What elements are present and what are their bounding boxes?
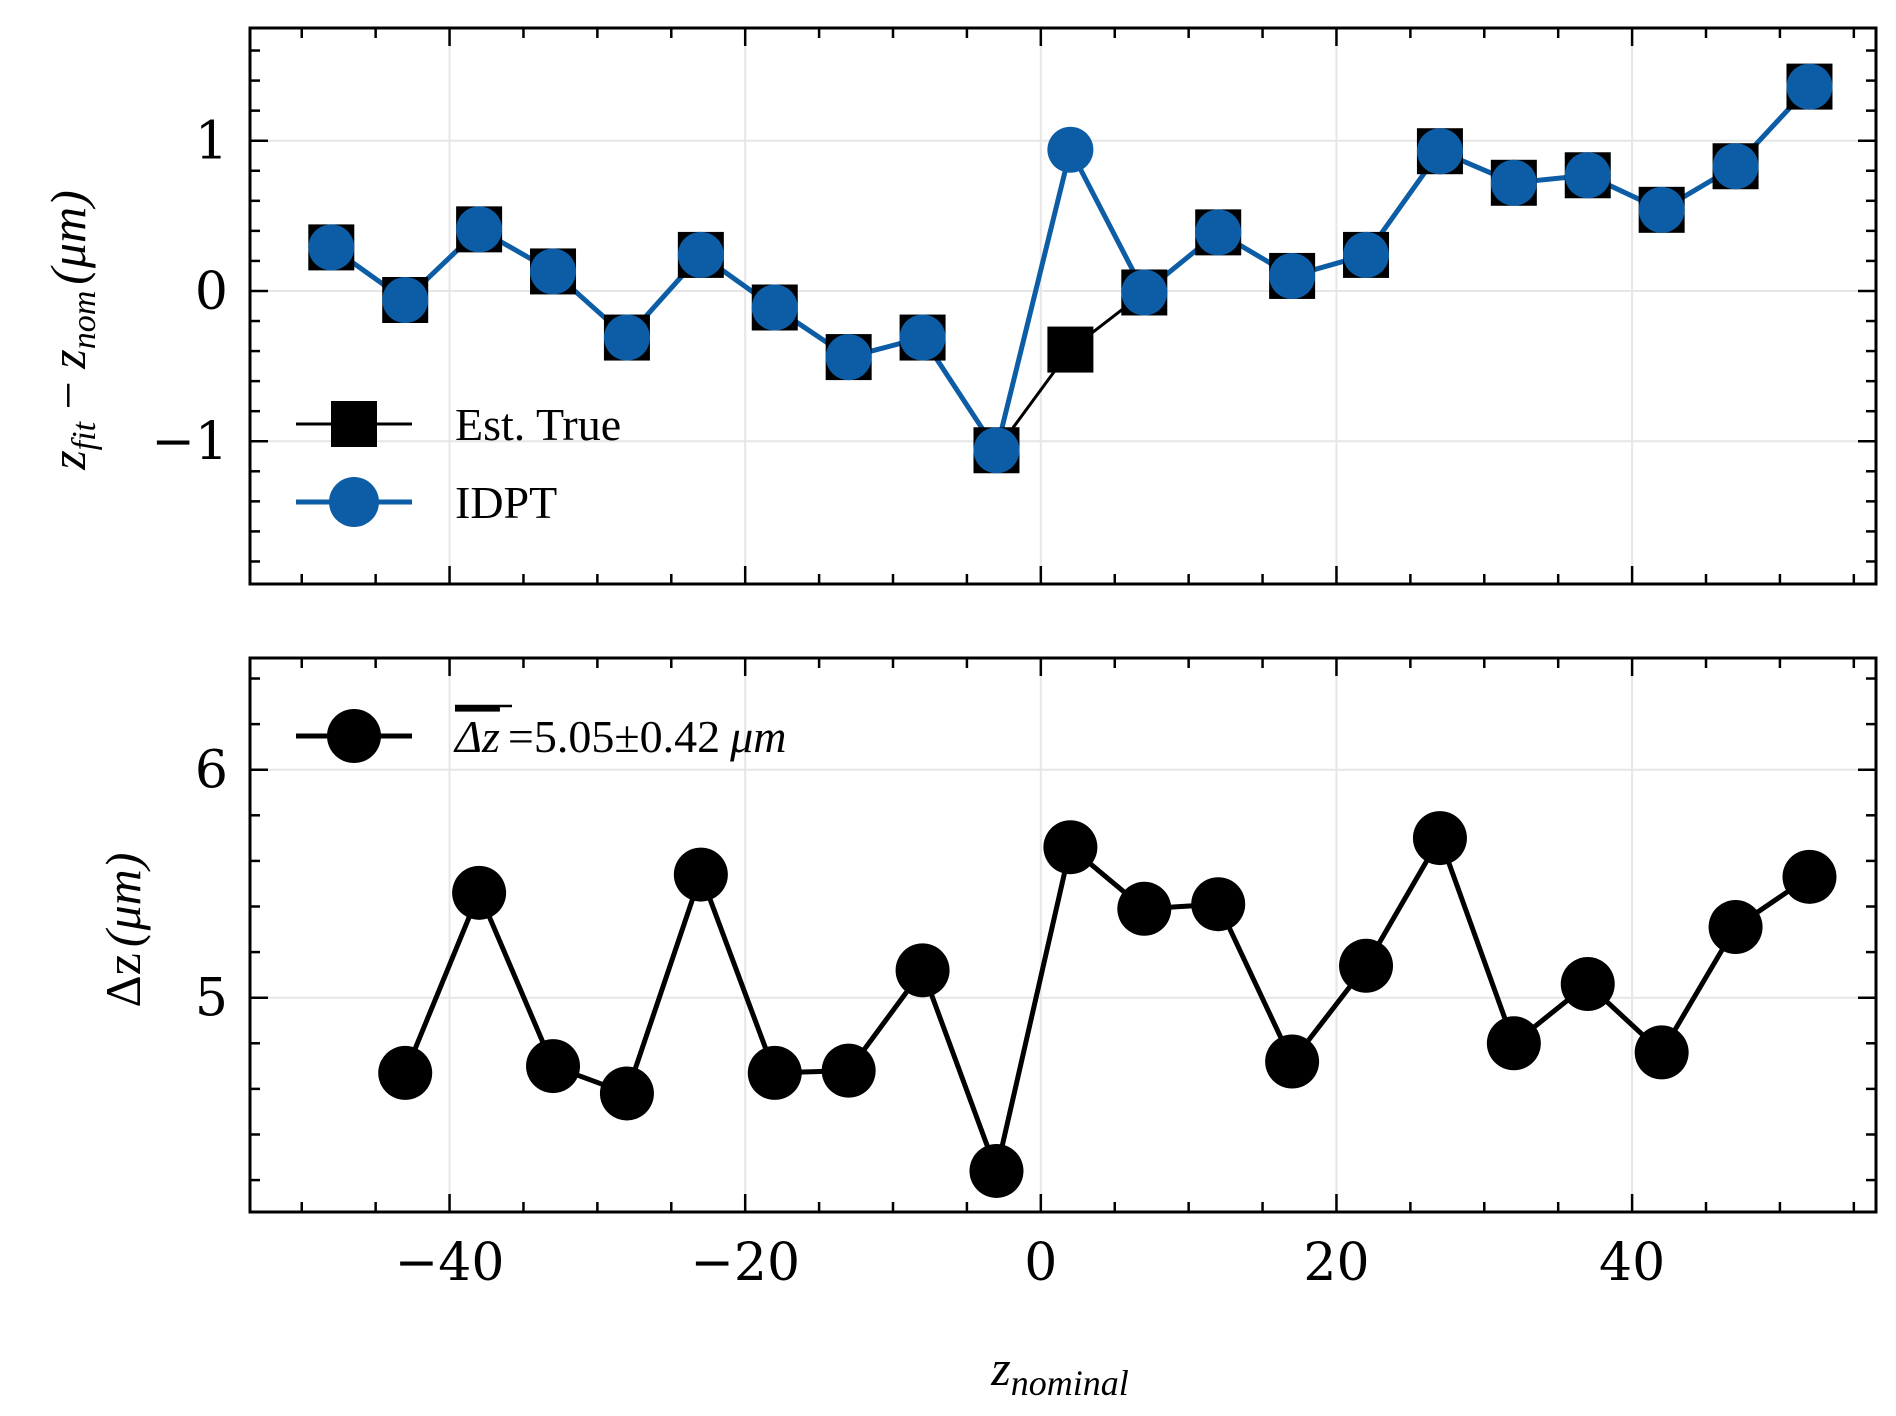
y-tick-label: 1: [195, 112, 228, 172]
bottom-panel: 5 6 −40 −20 0 20 40 Δz =5.05±0.42 μm: [195, 656, 1878, 1293]
data-point-circle: [456, 206, 503, 253]
top-ylabel: zfit − znom(μm): [40, 190, 103, 471]
data-point-circle: [1195, 209, 1242, 256]
data-point-circle: [825, 334, 872, 381]
data-point-circle: [1490, 159, 1537, 206]
data-point-circle: [526, 1039, 581, 1094]
data-point-square: [1047, 326, 1094, 373]
data-point-circle: [895, 943, 950, 998]
data-point-circle: [1121, 269, 1168, 316]
y-tick-label: 0: [195, 262, 228, 322]
x-tick-label: 20: [1303, 1233, 1369, 1293]
data-point-circle: [1043, 820, 1098, 875]
x-tick-label: −20: [690, 1233, 800, 1293]
plot-frame: [248, 26, 1878, 586]
data-point-circle: [452, 865, 507, 920]
data-point-circle: [599, 1066, 654, 1121]
data-point-circle: [378, 1045, 433, 1100]
bottom-ylabel: Δz(μm): [95, 853, 151, 1008]
x-tick-label: −40: [395, 1233, 505, 1293]
data-point-circle: [1638, 186, 1685, 233]
data-point-circle: [1786, 63, 1833, 110]
data-point-circle: [1047, 126, 1094, 173]
data-point-circle: [1269, 252, 1316, 299]
data-point-circle: [1339, 938, 1394, 993]
top-panel: −1 0 1 Est. True IDPT: [151, 26, 1878, 586]
data-point-circle: [603, 314, 650, 361]
data-point-circle: [1343, 231, 1390, 278]
legend-label: Est. True: [455, 399, 621, 450]
data-point-circle: [1708, 900, 1763, 955]
legend-label: Δz =5.05±0.42 μm: [453, 711, 786, 762]
data-point-circle: [973, 427, 1020, 474]
data-point-circle: [530, 248, 577, 295]
y-tick-label: 5: [195, 969, 228, 1029]
data-point-circle: [1265, 1034, 1320, 1089]
data-point-circle: [1412, 811, 1467, 866]
x-tick-label: 40: [1599, 1233, 1665, 1293]
data-point-circle: [1712, 143, 1759, 190]
data-point-circle: [747, 1045, 802, 1100]
data-point-circle: [751, 284, 798, 331]
data-point-circle: [969, 1143, 1024, 1198]
legend-marker-circle: [327, 709, 381, 763]
y-tick-label: −1: [151, 412, 228, 472]
data-point-circle: [677, 231, 724, 278]
data-point-circle: [899, 314, 946, 361]
data-point-circle: [1486, 1016, 1541, 1071]
data-point-circle: [1117, 881, 1172, 936]
data-point-circle: [1416, 128, 1463, 175]
data-point-circle: [1634, 1025, 1689, 1080]
data-point-circle: [1782, 849, 1837, 904]
data-point-circle: [308, 224, 355, 271]
y-tick-label: 6: [195, 741, 228, 801]
x-tick-label: 0: [1024, 1233, 1057, 1293]
plot-frame: [248, 656, 1878, 1214]
data-point-circle: [1560, 957, 1615, 1012]
data-point-circle: [1191, 877, 1246, 932]
legend-marker-circle: [329, 477, 379, 527]
legend-label: IDPT: [455, 477, 557, 528]
xlabel: znominal: [990, 1340, 1128, 1403]
data-point-circle: [382, 276, 429, 323]
legend-marker-square: [331, 401, 377, 447]
data-point-circle: [1564, 152, 1611, 199]
data-point-circle: [673, 847, 728, 902]
data-point-circle: [821, 1043, 876, 1098]
